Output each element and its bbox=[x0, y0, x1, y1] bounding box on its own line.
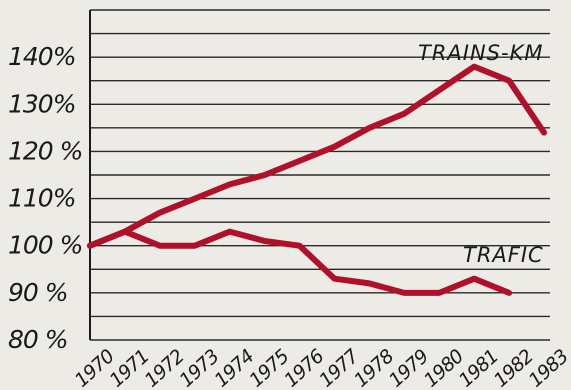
y-tick-label-120: 120 % bbox=[8, 136, 82, 165]
data-point-trafic-1975 bbox=[262, 238, 268, 244]
series-labels: TRAINS-KM TRAFIC bbox=[418, 41, 544, 267]
data-point-trafic-1976 bbox=[297, 243, 303, 249]
data-point-trains-km-1983 bbox=[541, 130, 547, 136]
data-point-trains-km-1979 bbox=[401, 111, 407, 117]
data-point-trains-km-1978 bbox=[366, 125, 372, 131]
series-label-trafic: TRAFIC bbox=[463, 243, 544, 267]
data-point-trafic-1980 bbox=[436, 290, 442, 296]
data-point-trafic-1977 bbox=[331, 276, 337, 282]
data-point-trafic-1973 bbox=[192, 243, 198, 249]
x-tick-label-1983: 1983 bbox=[525, 346, 571, 390]
data-point-trafic-1970 bbox=[87, 243, 93, 249]
data-point-trains-km-1974 bbox=[227, 181, 233, 187]
x-tick-label-1973: 1973 bbox=[175, 346, 223, 390]
y-tick-label-110: 110% bbox=[8, 184, 75, 213]
data-point-trafic-1979 bbox=[401, 290, 407, 296]
data-point-trains-km-1973 bbox=[192, 196, 198, 202]
data-point-trains-km-1980 bbox=[436, 87, 442, 93]
x-tick-label-1972: 1972 bbox=[140, 346, 188, 390]
y-tick-label-90: 90 % bbox=[8, 278, 68, 307]
data-point-trafic-1971 bbox=[122, 229, 128, 235]
series-line-trains-km bbox=[87, 63, 547, 249]
series-line-trafic bbox=[87, 228, 513, 296]
y-tick-label-140: 140% bbox=[8, 42, 75, 71]
data-point-trafic-1981 bbox=[471, 276, 477, 282]
series-label-trains-km: TRAINS-KM bbox=[418, 41, 543, 65]
x-tick-label-1982: 1982 bbox=[490, 346, 538, 390]
x-tick-label-1979: 1979 bbox=[385, 346, 433, 390]
y-tick-label-80: 80 % bbox=[8, 325, 68, 354]
data-point-trains-km-1976 bbox=[297, 158, 303, 164]
grid-lines bbox=[90, 9, 550, 341]
data-point-trafic-1982 bbox=[506, 290, 512, 296]
data-point-trafic-1974 bbox=[227, 229, 233, 235]
data-point-trains-km-1972 bbox=[157, 210, 163, 216]
data-point-trafic-1978 bbox=[366, 280, 372, 286]
x-tick-labels: 1970197119721973197419751976197719781979… bbox=[71, 345, 571, 390]
y-tick-labels: 80 % 90 % 100 % 110% 120 % 130% 140% bbox=[8, 42, 83, 354]
data-point-trains-km-1977 bbox=[331, 144, 337, 150]
data-point-trains-km-1982 bbox=[506, 78, 512, 84]
series-lines bbox=[87, 63, 547, 296]
y-tick-label-100: 100 % bbox=[8, 231, 82, 260]
y-tick-label-130: 130% bbox=[8, 89, 75, 118]
x-tick-label-1974: 1974 bbox=[210, 346, 258, 390]
x-tick-label-1981: 1981 bbox=[455, 346, 503, 390]
data-point-trains-km-1975 bbox=[262, 172, 268, 178]
x-tick-label-1971: 1971 bbox=[106, 346, 154, 390]
data-point-trains-km-1981 bbox=[471, 64, 477, 70]
data-point-trafic-1972 bbox=[157, 243, 163, 249]
